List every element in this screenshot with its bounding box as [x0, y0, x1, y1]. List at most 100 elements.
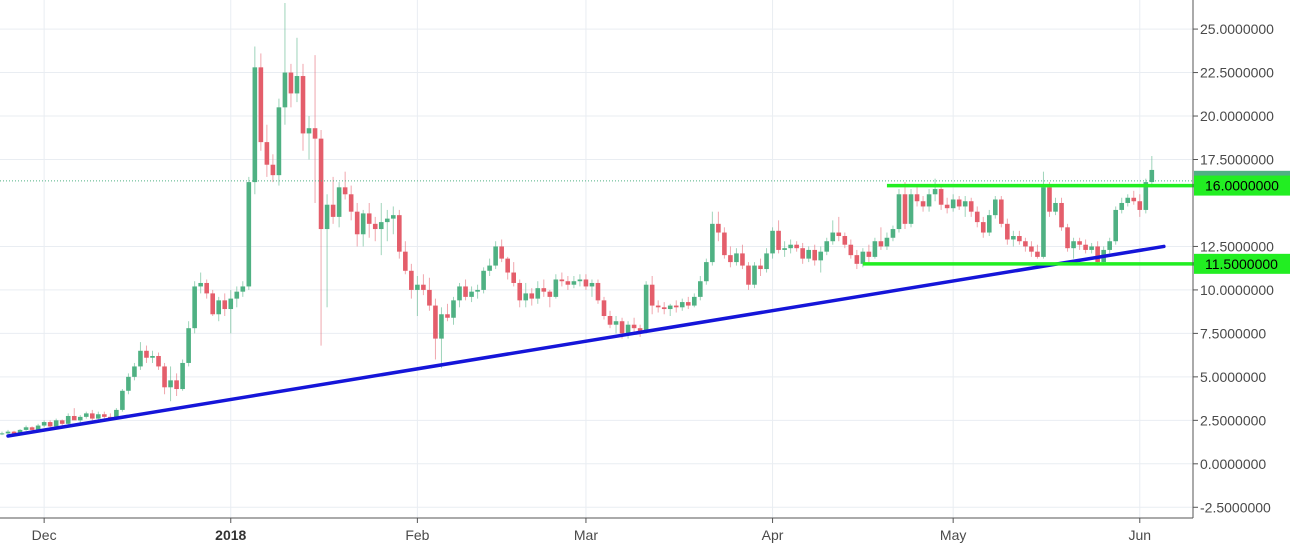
- candle-down: [878, 241, 884, 247]
- candle-down: [210, 293, 215, 315]
- candle-down: [517, 282, 523, 301]
- candle-up: [96, 414, 101, 419]
- candle-down: [1059, 202, 1064, 228]
- price-axis[interactable]: 25.0000000 22.5000000 20.0000000 17.5000000…: [1192, 0, 1274, 518]
- candle-up: [35, 425, 41, 430]
- candle-down: [288, 72, 294, 94]
- candle-down: [619, 321, 625, 334]
- candle-down: [505, 258, 510, 273]
- candle-up: [192, 286, 197, 329]
- candle-up: [571, 281, 577, 285]
- candle-up: [1125, 197, 1131, 203]
- price-tick-label: 5.0000000: [1200, 369, 1266, 385]
- candle-up: [643, 284, 649, 332]
- candle-down: [920, 201, 926, 207]
- candle-up: [806, 249, 811, 259]
- candle-down: [409, 270, 414, 290]
- candle-up: [625, 324, 631, 334]
- candle-down: [541, 288, 547, 292]
- candle-up: [168, 380, 173, 388]
- candle-down: [547, 291, 553, 297]
- candle-up: [1053, 202, 1058, 212]
- candle-up: [451, 300, 456, 318]
- candle-down: [318, 138, 324, 230]
- candle-down: [433, 305, 438, 339]
- candle-down: [848, 244, 854, 256]
- grid-lines: [0, 0, 1193, 518]
- candle-up: [336, 187, 342, 217]
- candle-up: [384, 218, 390, 223]
- candle-up: [324, 204, 330, 230]
- candle-down: [59, 420, 65, 424]
- candle-down: [1005, 223, 1010, 240]
- candle-down: [144, 350, 149, 358]
- candle-down: [649, 284, 655, 306]
- candle-up: [734, 253, 739, 263]
- price-tick-label: 7.5000000: [1200, 325, 1266, 341]
- candle-down: [746, 265, 751, 285]
- price-tick-label: 0.0000000: [1200, 456, 1266, 472]
- level-price-label-box: [1194, 253, 1290, 274]
- candle-up: [53, 420, 59, 427]
- candle-down: [842, 236, 848, 245]
- candle-down: [102, 414, 107, 417]
- candle-up: [860, 251, 866, 264]
- candle-up: [228, 298, 234, 310]
- candle-up: [0, 433, 5, 435]
- candle-series: [0, 3, 1155, 436]
- candle-up: [908, 194, 914, 224]
- candle-up: [5, 431, 11, 434]
- candle-down: [499, 246, 504, 259]
- candle-up: [23, 427, 29, 430]
- candle-down: [90, 413, 95, 419]
- time-tick-label: Jun: [1128, 527, 1151, 543]
- candle-down: [776, 230, 781, 250]
- candle-down: [312, 128, 318, 139]
- candle-down: [511, 272, 516, 283]
- level-price-label-box: [1194, 175, 1290, 196]
- candle-down: [1029, 246, 1034, 252]
- price-tick-label: 2.5000000: [1200, 412, 1266, 428]
- candle-down: [661, 307, 667, 310]
- candle-down: [914, 194, 920, 202]
- price-tick-label: 12.5000000: [1200, 238, 1274, 254]
- candle-down: [980, 222, 986, 233]
- candle-down: [162, 366, 167, 388]
- candle-up: [830, 232, 836, 242]
- candle-down: [174, 380, 179, 390]
- candle-down: [421, 284, 426, 290]
- candle-up: [692, 296, 697, 306]
- candle-down: [258, 67, 264, 143]
- candle-up: [282, 72, 288, 108]
- candle-up: [884, 237, 890, 247]
- candle-down: [607, 316, 613, 325]
- candle-up: [360, 213, 366, 235]
- candle-down: [716, 223, 721, 233]
- candle-up: [1071, 241, 1076, 249]
- candle-down: [854, 255, 860, 264]
- candle-down: [583, 279, 589, 287]
- candle-up: [475, 289, 480, 292]
- candle-down: [740, 253, 745, 266]
- candle-down: [1035, 251, 1040, 257]
- price-tick-label: 20.0000000: [1200, 108, 1274, 124]
- candle-up: [926, 194, 932, 207]
- candle-up: [1113, 209, 1118, 242]
- candle-down: [1137, 201, 1143, 210]
- time-axis[interactable]: Dec 2018 Feb Mar Apr May Jun: [0, 517, 1193, 543]
- candle-down: [47, 422, 53, 427]
- candle-up: [294, 76, 300, 94]
- candle-up: [306, 128, 312, 134]
- candle-down: [11, 431, 17, 435]
- candle-down: [204, 282, 209, 294]
- price-tick-label: 22.5000000: [1200, 65, 1274, 81]
- candle-up: [252, 67, 258, 183]
- candle-down: [1077, 241, 1082, 245]
- candle-up: [1143, 182, 1149, 210]
- candle-down: [631, 324, 637, 329]
- candle-up: [993, 199, 998, 216]
- candle-down: [463, 286, 468, 297]
- candle-up: [535, 288, 541, 299]
